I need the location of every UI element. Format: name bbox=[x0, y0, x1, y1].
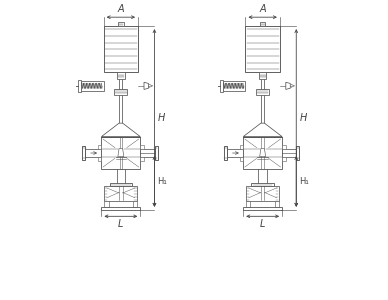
Polygon shape bbox=[282, 145, 286, 149]
Polygon shape bbox=[82, 146, 85, 160]
Polygon shape bbox=[296, 146, 300, 160]
Polygon shape bbox=[223, 81, 246, 91]
Polygon shape bbox=[85, 149, 101, 157]
Polygon shape bbox=[260, 22, 265, 26]
Polygon shape bbox=[140, 145, 144, 149]
Polygon shape bbox=[104, 201, 109, 207]
Polygon shape bbox=[246, 26, 280, 72]
Text: L: L bbox=[118, 219, 123, 229]
Polygon shape bbox=[282, 149, 296, 157]
Polygon shape bbox=[256, 89, 269, 95]
Polygon shape bbox=[243, 207, 282, 210]
Polygon shape bbox=[98, 157, 101, 161]
Polygon shape bbox=[101, 123, 140, 136]
Polygon shape bbox=[118, 22, 123, 26]
Text: H₁: H₁ bbox=[158, 177, 167, 186]
Polygon shape bbox=[243, 136, 282, 169]
Polygon shape bbox=[118, 148, 124, 157]
Text: A: A bbox=[259, 4, 266, 14]
Polygon shape bbox=[104, 26, 138, 72]
Polygon shape bbox=[275, 201, 279, 207]
Text: A: A bbox=[118, 4, 124, 14]
Polygon shape bbox=[246, 201, 250, 207]
Polygon shape bbox=[240, 145, 243, 149]
Polygon shape bbox=[101, 136, 140, 169]
Polygon shape bbox=[154, 146, 158, 160]
Polygon shape bbox=[140, 157, 144, 161]
Text: H: H bbox=[299, 113, 307, 123]
Polygon shape bbox=[104, 187, 137, 201]
Polygon shape bbox=[251, 183, 274, 187]
Polygon shape bbox=[224, 146, 227, 160]
Polygon shape bbox=[240, 157, 243, 161]
Polygon shape bbox=[98, 145, 101, 149]
Text: H₁: H₁ bbox=[299, 177, 309, 186]
Polygon shape bbox=[220, 80, 222, 92]
Polygon shape bbox=[117, 72, 125, 79]
Polygon shape bbox=[140, 149, 154, 157]
Polygon shape bbox=[101, 207, 140, 210]
Polygon shape bbox=[110, 183, 132, 187]
Polygon shape bbox=[243, 123, 282, 136]
Polygon shape bbox=[144, 82, 149, 89]
Text: H: H bbox=[158, 113, 165, 123]
Polygon shape bbox=[227, 149, 243, 157]
Polygon shape bbox=[260, 148, 266, 157]
Polygon shape bbox=[259, 72, 267, 79]
Polygon shape bbox=[81, 81, 104, 91]
Text: L: L bbox=[260, 219, 265, 229]
Polygon shape bbox=[114, 89, 127, 95]
Polygon shape bbox=[286, 82, 290, 89]
Polygon shape bbox=[246, 187, 279, 201]
Polygon shape bbox=[282, 157, 286, 161]
Polygon shape bbox=[133, 201, 137, 207]
Polygon shape bbox=[78, 80, 81, 92]
